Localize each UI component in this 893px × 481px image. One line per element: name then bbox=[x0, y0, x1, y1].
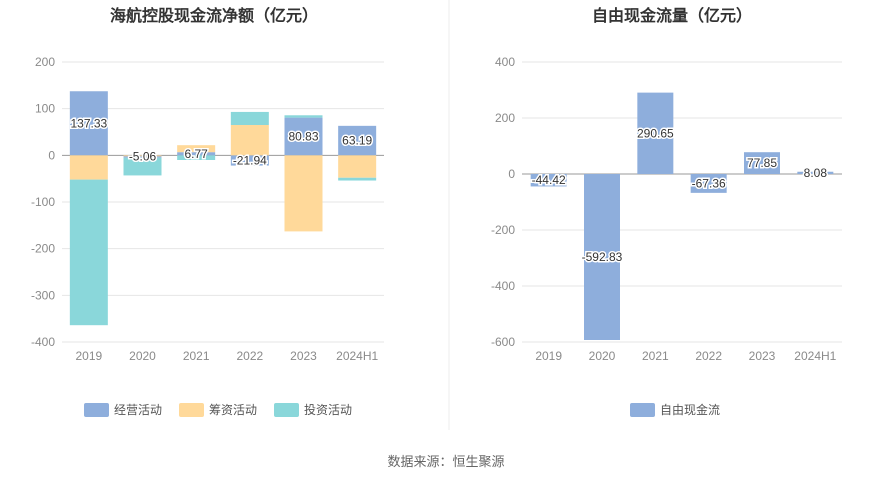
legend-swatch[interactable] bbox=[179, 403, 204, 417]
data-label: 8.08 bbox=[804, 166, 828, 180]
bar[interactable] bbox=[797, 171, 834, 174]
bar[interactable] bbox=[177, 152, 216, 156]
data-label: -67.36 bbox=[692, 176, 726, 190]
bar[interactable] bbox=[69, 91, 108, 156]
x-tick-label: 2023 bbox=[290, 349, 317, 363]
x-tick-label: 2019 bbox=[535, 349, 562, 363]
legend-label[interactable]: 筹资活动 bbox=[209, 403, 257, 417]
y-tick-label: -300 bbox=[31, 288, 55, 302]
bar[interactable] bbox=[284, 117, 323, 156]
bar[interactable] bbox=[177, 145, 216, 153]
bar[interactable] bbox=[123, 157, 162, 176]
bar[interactable] bbox=[230, 125, 269, 156]
x-tick-label: 2024H1 bbox=[336, 349, 378, 363]
x-tick-label: 2020 bbox=[589, 349, 616, 363]
bar[interactable] bbox=[637, 92, 674, 174]
x-tick-label: 2024H1 bbox=[794, 349, 836, 363]
y-tick-label: -400 bbox=[31, 335, 55, 349]
x-tick-label: 2023 bbox=[749, 349, 776, 363]
data-source-note: 数据来源：恒生聚源 bbox=[387, 454, 504, 469]
legend-swatch[interactable] bbox=[630, 403, 655, 417]
bar[interactable] bbox=[284, 155, 323, 232]
data-label: 77.85 bbox=[747, 156, 777, 170]
data-label: -592.83 bbox=[582, 250, 623, 264]
y-tick-label: -200 bbox=[31, 242, 55, 256]
data-label: -5.06 bbox=[129, 150, 157, 164]
legend-label[interactable]: 投资活动 bbox=[304, 402, 352, 417]
data-label: 6.77 bbox=[184, 147, 208, 161]
x-tick-label: 2022 bbox=[695, 349, 722, 363]
bar[interactable] bbox=[123, 155, 162, 157]
y-tick-label: 200 bbox=[35, 55, 55, 69]
data-label: 80.83 bbox=[288, 129, 318, 143]
y-tick-label: 200 bbox=[495, 111, 515, 125]
x-tick-label: 2021 bbox=[183, 349, 210, 363]
bar[interactable] bbox=[123, 155, 162, 158]
y-tick-label: 0 bbox=[508, 167, 515, 181]
data-label: 63.19 bbox=[342, 134, 372, 148]
bar[interactable] bbox=[690, 174, 727, 193]
bar[interactable] bbox=[284, 115, 323, 118]
bar[interactable] bbox=[177, 155, 216, 160]
data-label: 137.33 bbox=[70, 116, 107, 130]
y-tick-label: -100 bbox=[31, 195, 55, 209]
y-tick-label: -400 bbox=[491, 279, 515, 293]
data-label: -44.42 bbox=[532, 173, 566, 187]
legend-swatch[interactable] bbox=[84, 403, 109, 417]
y-tick-label: -600 bbox=[491, 335, 515, 349]
x-tick-label: 2019 bbox=[75, 349, 102, 363]
bar[interactable] bbox=[230, 111, 269, 125]
data-label: -21.94 bbox=[233, 153, 267, 167]
y-tick-label: -200 bbox=[491, 223, 515, 237]
bar[interactable] bbox=[584, 174, 620, 340]
bar[interactable] bbox=[744, 152, 780, 174]
net-cash-flow-chart: 海航控股现金流净额（亿元） 200 100 0 -100 -200 -300 -400 201… bbox=[31, 6, 384, 417]
y-tick-label: 100 bbox=[35, 102, 55, 116]
bar[interactable] bbox=[530, 174, 567, 187]
x-tick-label: 2020 bbox=[129, 349, 156, 363]
y-tick-label: 400 bbox=[495, 55, 515, 69]
chart-title: 海航控股现金流净额（亿元） bbox=[110, 6, 318, 25]
bar[interactable] bbox=[69, 179, 108, 326]
legend-label[interactable]: 自由现金流 bbox=[660, 402, 720, 417]
x-tick-label: 2021 bbox=[642, 349, 669, 363]
bar[interactable] bbox=[338, 177, 377, 181]
x-tick-label: 2022 bbox=[236, 349, 263, 363]
y-tick-label: 0 bbox=[48, 148, 55, 162]
bar[interactable] bbox=[338, 155, 377, 178]
chart-title: 自由现金流量（亿元） bbox=[592, 6, 752, 25]
legend-swatch[interactable] bbox=[274, 403, 299, 417]
legend-label[interactable]: 经营活动 bbox=[114, 403, 162, 417]
bar[interactable] bbox=[230, 155, 269, 166]
free-cash-flow-chart: 自由现金流量（亿元） 400 200 0 -200 -400 -600 2019 2020 20… bbox=[491, 6, 842, 417]
data-label: 290.65 bbox=[637, 126, 674, 140]
bar[interactable] bbox=[338, 125, 377, 156]
bar[interactable] bbox=[69, 155, 108, 180]
